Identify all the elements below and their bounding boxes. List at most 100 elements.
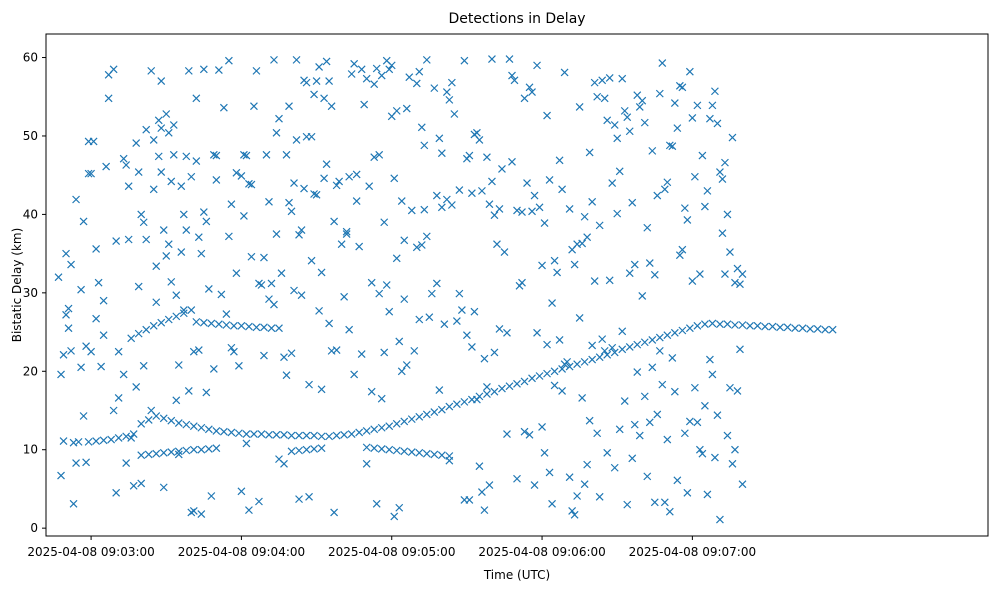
data-point [157, 168, 166, 176]
data-point [610, 463, 619, 472]
data-point [498, 384, 506, 393]
data-point [595, 221, 604, 230]
data-point [510, 76, 519, 85]
data-point [104, 94, 113, 103]
data-point [370, 80, 379, 89]
data-point [710, 453, 719, 462]
data-point [172, 396, 181, 405]
data-point [370, 153, 379, 162]
data-point [640, 118, 649, 127]
data-point [322, 160, 331, 169]
data-point [693, 321, 702, 330]
data-point [608, 343, 617, 352]
data-point [372, 499, 381, 508]
data-point [600, 346, 609, 355]
x-axis-label: Time (UTC) [483, 568, 550, 582]
data-point [392, 419, 401, 428]
data-point [437, 149, 446, 158]
data-point [350, 370, 359, 379]
data-point [239, 150, 248, 159]
data-point [520, 427, 529, 436]
data-point [164, 128, 173, 137]
data-point [670, 99, 679, 107]
data-point [154, 116, 163, 125]
data-point [119, 154, 128, 163]
data-point [680, 429, 689, 438]
data-point [613, 209, 622, 218]
data-point [578, 394, 587, 402]
data-point [192, 94, 201, 103]
data-point [197, 510, 206, 518]
data-point [573, 492, 582, 500]
data-point [513, 379, 521, 388]
data-point [122, 432, 131, 441]
data-point [167, 177, 176, 186]
data-point [209, 365, 218, 373]
data-point [69, 499, 78, 508]
data-point [232, 168, 241, 177]
data-point [385, 307, 394, 316]
data-point [370, 444, 379, 453]
data-point [538, 261, 546, 270]
data-point [194, 233, 203, 242]
data-point [352, 170, 361, 179]
data-point [710, 87, 719, 96]
data-point [169, 121, 178, 129]
data-point [214, 320, 223, 329]
data-point [708, 370, 717, 379]
data-point [452, 317, 461, 326]
data-point [638, 96, 647, 105]
data-point [480, 354, 489, 363]
data-point [77, 363, 85, 372]
data-point [530, 481, 539, 489]
data-point [172, 312, 181, 321]
data-point [92, 244, 101, 253]
data-point [245, 506, 253, 515]
data-point [59, 437, 68, 446]
data-point [202, 217, 211, 226]
x-axis: 2025-04-08 09:03:00 2025-04-08 09:04:00 20… [27, 536, 756, 559]
data-point [490, 211, 499, 220]
data-point [533, 328, 541, 337]
data-point [342, 227, 351, 236]
data-point [212, 444, 221, 453]
data-point [713, 411, 722, 420]
data-point [733, 386, 742, 395]
data-point [242, 430, 251, 438]
data-point [267, 279, 276, 288]
data-point [302, 445, 311, 454]
data-point [114, 347, 123, 356]
data-point [282, 150, 291, 159]
data-point [385, 445, 394, 454]
data-point [357, 350, 366, 358]
data-point [548, 299, 556, 307]
data-point [630, 420, 639, 429]
data-point [585, 148, 594, 157]
data-point [237, 321, 246, 330]
data-point [255, 497, 263, 506]
data-point [129, 430, 138, 438]
data-point [655, 333, 664, 342]
data-point [560, 68, 569, 77]
data-point [472, 128, 481, 137]
data-point [432, 279, 441, 288]
data-point [292, 55, 301, 64]
data-point [149, 135, 158, 144]
data-point [262, 150, 271, 159]
data-point [202, 388, 211, 397]
data-point [716, 320, 724, 329]
data-point [335, 177, 344, 186]
data-point [650, 270, 659, 279]
data-point [746, 321, 754, 330]
data-point [265, 430, 273, 439]
data-point [297, 291, 306, 300]
data-point [330, 508, 339, 517]
data-point [610, 348, 619, 357]
data-point [503, 328, 511, 337]
data-point [302, 78, 311, 87]
data-point [234, 361, 243, 370]
data-point [174, 419, 183, 427]
data-point [152, 298, 161, 307]
chart-title: Detections in Delay [448, 11, 585, 27]
data-point [483, 383, 491, 391]
